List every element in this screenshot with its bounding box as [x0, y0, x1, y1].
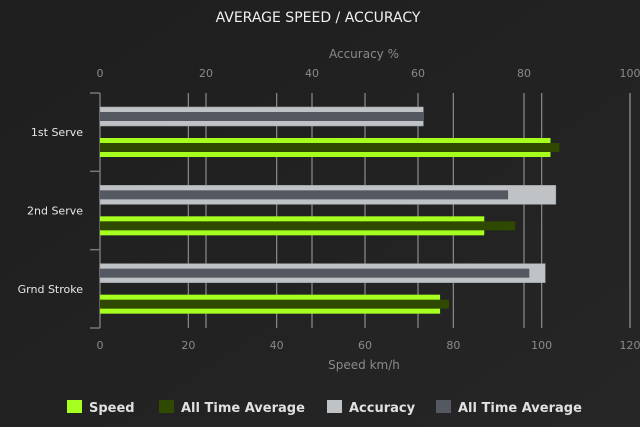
legend-item[interactable]: All Time Average	[436, 400, 582, 416]
legend-label: Accuracy	[349, 401, 416, 416]
bar-speed-average	[100, 221, 516, 231]
legend-swatch	[159, 400, 174, 413]
top-tick-label: 80	[517, 67, 531, 80]
legend-label: All Time Average	[458, 401, 582, 416]
bottom-tick-label: 0	[97, 339, 104, 352]
bottom-tick-label: 40	[270, 339, 284, 352]
bar-speed-average	[100, 299, 449, 309]
bottom-tick-label: 20	[181, 339, 195, 352]
top-tick-label: 100	[620, 67, 640, 80]
bottom-tick-label: 120	[620, 339, 640, 352]
legend-item[interactable]: Speed	[67, 400, 135, 416]
legend-swatch	[67, 400, 82, 413]
chart-title: AVERAGE SPEED / ACCURACY	[216, 10, 421, 26]
bottom-tick-label: 60	[358, 339, 372, 352]
top-tick-label: 40	[305, 67, 319, 80]
bar-speed-average	[100, 143, 560, 152]
bottom-tick-label: 80	[446, 339, 460, 352]
legend-label: All Time Average	[181, 401, 305, 416]
category-label: 1st Serve	[31, 126, 83, 139]
legend-item[interactable]: All Time Average	[159, 400, 305, 416]
top-tick-label: 60	[411, 67, 425, 80]
bar-accuracy-average	[100, 112, 424, 121]
top-axis-label: Accuracy %	[329, 47, 399, 61]
category-label: Grnd Stroke	[18, 283, 84, 296]
bar-accuracy-average	[100, 268, 530, 278]
bottom-axis-label: Speed km/h	[328, 358, 400, 372]
legend-label: Speed	[89, 401, 135, 416]
top-tick-label: 0	[97, 67, 104, 80]
category-label: 2nd Serve	[27, 205, 83, 218]
top-tick-label: 20	[199, 67, 213, 80]
bottom-tick-label: 100	[531, 339, 552, 352]
legend-item[interactable]: Accuracy	[327, 400, 416, 416]
legend-swatch	[436, 400, 451, 413]
bar-accuracy-average	[100, 190, 509, 200]
legend-swatch	[327, 400, 342, 413]
